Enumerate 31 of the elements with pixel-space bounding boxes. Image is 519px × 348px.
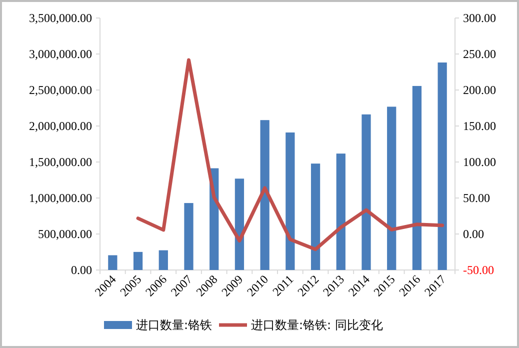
- bar: [260, 120, 270, 270]
- bar: [108, 255, 118, 270]
- bar: [310, 164, 320, 270]
- legend-label: 进口数量:铬铁: 同比变化: [251, 318, 383, 332]
- y2-tick-label: 100.00: [463, 155, 496, 169]
- bar: [387, 106, 396, 270]
- bar: [336, 154, 346, 270]
- y-tick-label: 1,000,000.00: [29, 191, 92, 205]
- bar: [234, 178, 244, 270]
- y-tick-label: 500,000.00: [38, 227, 92, 241]
- bar: [286, 132, 295, 270]
- bar: [184, 203, 194, 270]
- y-tick-label: 2,000,000.00: [29, 119, 92, 133]
- bar: [412, 86, 422, 270]
- y-tick-label: 2,500,000.00: [29, 83, 92, 97]
- bar: [133, 252, 143, 270]
- y2-tick-label: 150.00: [463, 119, 496, 133]
- bar: [158, 250, 168, 270]
- y-tick-label: 3,500,000.00: [29, 11, 92, 25]
- y-tick-label: 1,500,000.00: [29, 155, 92, 169]
- y2-tick-label: 200.00: [463, 83, 496, 97]
- bar: [362, 114, 371, 270]
- legend-label: 进口数量:铬铁: [136, 318, 212, 332]
- bar: [438, 62, 447, 270]
- y-tick-label: 0.00: [71, 263, 92, 277]
- y2-tick-label: 300.00: [463, 11, 496, 25]
- y-tick-label: 3,000,000.00: [29, 47, 92, 61]
- y2-tick-label: 0.00: [463, 227, 484, 241]
- y2-tick-label: 50.00: [463, 191, 490, 205]
- y2-tick-label: -50.00: [463, 263, 494, 277]
- y2-tick-label: 250.00: [463, 47, 496, 61]
